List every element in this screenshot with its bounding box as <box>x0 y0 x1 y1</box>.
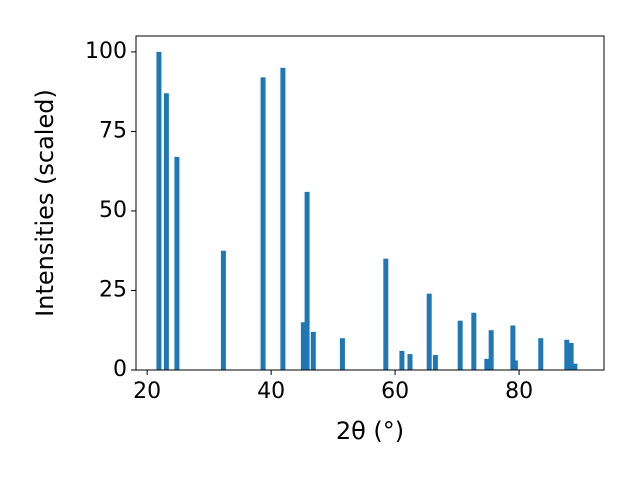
bar <box>174 156 180 370</box>
x-tick-label: 60 <box>381 379 409 404</box>
bar <box>310 331 316 370</box>
bar <box>260 77 266 370</box>
bar <box>156 51 162 371</box>
bar <box>538 338 544 370</box>
bar <box>488 330 494 370</box>
bar <box>512 360 518 370</box>
y-tick-label: 0 <box>113 357 127 382</box>
bar <box>300 322 306 370</box>
bar <box>399 350 405 370</box>
bar <box>457 320 463 370</box>
bar <box>484 358 490 370</box>
x-tick-label: 20 <box>133 379 161 404</box>
bar <box>407 354 413 370</box>
x-tick-label: 80 <box>505 379 533 404</box>
bar <box>471 312 477 370</box>
y-tick-label: 100 <box>85 39 127 64</box>
bar <box>564 339 570 370</box>
y-tick-label: 25 <box>99 277 127 302</box>
bar <box>572 363 578 370</box>
x-axis-label: 2θ (°) <box>336 417 404 445</box>
bar <box>510 325 516 370</box>
y-tick-label: 75 <box>99 118 127 143</box>
bar <box>220 250 226 370</box>
bar <box>339 338 345 370</box>
bar <box>163 93 169 370</box>
bar <box>568 342 574 370</box>
bar <box>304 191 310 370</box>
bar <box>426 293 432 370</box>
y-tick-label: 50 <box>99 198 127 223</box>
y-axis-label: Intensities (scaled) <box>31 89 59 317</box>
bar <box>432 355 438 370</box>
bar <box>280 67 286 371</box>
bar <box>383 258 389 370</box>
plot-frame <box>135 35 605 371</box>
x-tick-label: 40 <box>257 379 285 404</box>
